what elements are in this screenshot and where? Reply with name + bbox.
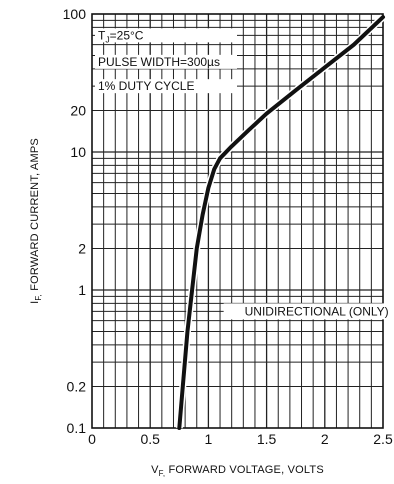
y-tick-label: 20 [70, 102, 86, 118]
axis-titles: VF, FORWARD VOLTAGE, VOLTS IF, FORWARD CU… [29, 138, 324, 478]
condition-label-background [95, 79, 237, 94]
y-axis-title: IF, FORWARD CURRENT, AMPS [29, 138, 43, 304]
y-tick-label: 0.1 [67, 420, 87, 436]
condition-label: 1% DUTY CYCLE [98, 79, 194, 93]
x-tick-label: 1 [205, 431, 213, 447]
y-tick-label: 1 [78, 282, 86, 298]
unidirectional-note: UNIDIRECTIONAL (ONLY) [245, 304, 389, 318]
y-tick-labels: 0.1 0.2 1 2 10 20 100 [63, 6, 87, 436]
forward-current-curve [177, 15, 385, 430]
annotation-backgrounds [95, 28, 394, 320]
series-curve [175, 14, 386, 430]
x-tick-label: 2.5 [373, 431, 393, 447]
y-tick-label: 0.2 [67, 378, 87, 394]
x-tick-label: 1.5 [257, 431, 277, 447]
note-label-background [223, 303, 394, 320]
series-curve-halo [175, 14, 386, 429]
condition-label: TJ=25°C [98, 28, 144, 44]
y-tick-label: 2 [78, 240, 86, 256]
annotations: TJ=25°C PULSE WIDTH=300µs 1% DUTY CYCLE UNI… [98, 28, 389, 318]
plot-border [91, 13, 384, 429]
condition-label: PULSE WIDTH=300µs [98, 55, 220, 69]
condition-label-background [95, 54, 237, 69]
plot-border-rect [91, 13, 384, 429]
x-tick-label: 0 [88, 431, 96, 447]
x-tick-label: 2 [321, 431, 329, 447]
y-tick-label: 100 [63, 6, 87, 22]
condition-label-background [95, 28, 237, 43]
x-axis-title: VF, FORWARD VOLTAGE, VOLTS [151, 464, 324, 478]
y-tick-label: 10 [70, 144, 86, 160]
x-tick-labels: 0 0.5 1 1.5 2 2.5 [88, 431, 393, 447]
grid-lines [92, 14, 383, 428]
x-tick-label: 0.5 [140, 431, 160, 447]
